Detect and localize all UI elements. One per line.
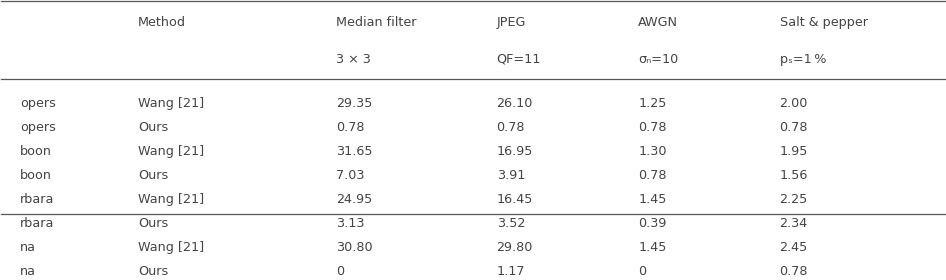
Text: 0: 0 [638,265,646,278]
Text: AWGN: AWGN [638,17,678,29]
Text: 1.45: 1.45 [638,193,666,206]
Text: 31.65: 31.65 [336,145,373,158]
Text: Ours: Ours [138,217,168,230]
Text: rbara: rbara [20,217,55,230]
Text: 3.52: 3.52 [497,217,525,230]
Text: opers: opers [20,121,56,134]
Text: 24.95: 24.95 [336,193,373,206]
Text: Ours: Ours [138,265,168,278]
Text: 0.78: 0.78 [638,169,667,182]
Text: boon: boon [20,169,52,182]
Text: Wang [21]: Wang [21] [138,97,204,110]
Text: 2.00: 2.00 [780,97,808,110]
Text: rbara: rbara [20,193,55,206]
Text: na: na [20,265,36,278]
Text: 1.17: 1.17 [497,265,525,278]
Text: 1.56: 1.56 [780,169,808,182]
Text: 29.80: 29.80 [497,241,533,254]
Text: JPEG: JPEG [497,17,526,29]
Text: 0: 0 [336,265,344,278]
Text: 2.45: 2.45 [780,241,808,254]
Text: 0.78: 0.78 [497,121,525,134]
Text: 3 × 3: 3 × 3 [336,53,371,66]
Text: Wang [21]: Wang [21] [138,241,204,254]
Text: boon: boon [20,145,52,158]
Text: 1.95: 1.95 [780,145,808,158]
Text: QF=11: QF=11 [497,53,541,66]
Text: 29.35: 29.35 [336,97,373,110]
Text: Ours: Ours [138,169,168,182]
Text: Method: Method [138,17,186,29]
Text: σₙ=10: σₙ=10 [638,53,678,66]
Text: 0.39: 0.39 [638,217,666,230]
Text: 3.13: 3.13 [336,217,365,230]
Text: Wang [21]: Wang [21] [138,193,204,206]
Text: 0.78: 0.78 [780,121,808,134]
Text: 16.95: 16.95 [497,145,533,158]
Text: 1.25: 1.25 [638,97,666,110]
Text: Salt & pepper: Salt & pepper [780,17,867,29]
Text: Wang [21]: Wang [21] [138,145,204,158]
Text: na: na [20,241,36,254]
Text: 7.03: 7.03 [336,169,365,182]
Text: 26.10: 26.10 [497,97,533,110]
Text: 16.45: 16.45 [497,193,533,206]
Text: 1.45: 1.45 [638,241,666,254]
Text: 1.30: 1.30 [638,145,667,158]
Text: pₛ=1 %: pₛ=1 % [780,53,826,66]
Text: 2.25: 2.25 [780,193,808,206]
Text: 3.91: 3.91 [497,169,525,182]
Text: 30.80: 30.80 [336,241,373,254]
Text: 0.78: 0.78 [780,265,808,278]
Text: 0.78: 0.78 [638,121,667,134]
Text: 0.78: 0.78 [336,121,365,134]
Text: 2.34: 2.34 [780,217,808,230]
Text: Ours: Ours [138,121,168,134]
Text: Median filter: Median filter [336,17,417,29]
Text: opers: opers [20,97,56,110]
